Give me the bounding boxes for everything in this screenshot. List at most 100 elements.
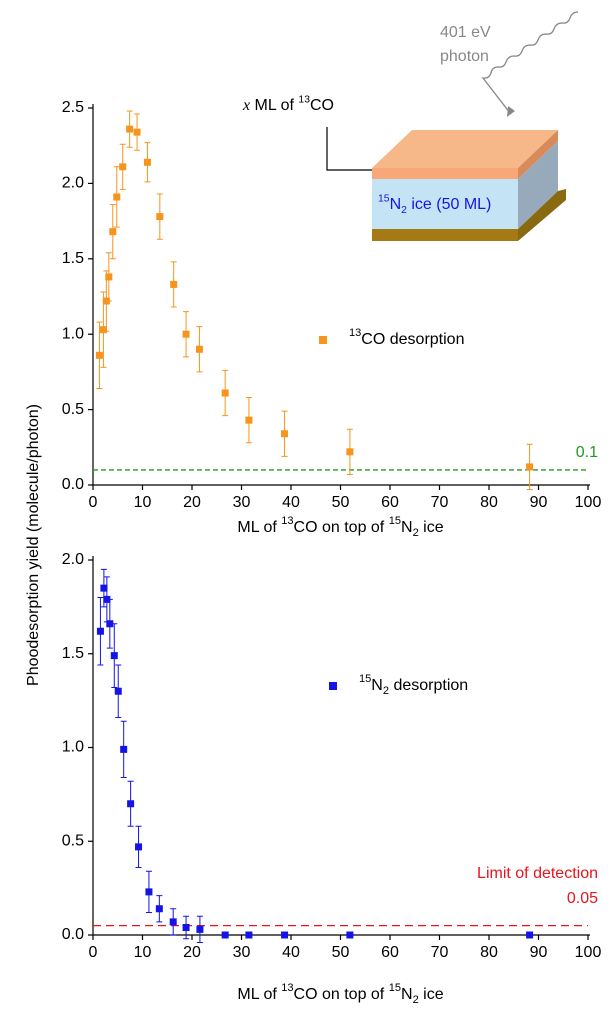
text-segment: 2 — [383, 685, 389, 697]
marker — [133, 128, 141, 136]
marker — [245, 416, 253, 424]
x-axis-label: ML of 13CO on top of 15N2 ice — [237, 982, 443, 1006]
x-tick-label: 90 — [530, 494, 548, 511]
substrate-front — [372, 229, 518, 241]
text-segment: 13 — [298, 94, 310, 105]
x-tick-label: 50 — [332, 944, 350, 961]
text-segment: 13 — [349, 327, 361, 339]
photon-arrowhead — [507, 106, 515, 117]
marker — [106, 620, 114, 628]
x-tick-label: 100 — [575, 494, 602, 511]
marker — [105, 273, 113, 281]
text-segment: 2 — [413, 527, 419, 539]
marker — [346, 448, 354, 456]
y-axis-label: Phoodesorption yield (molecule/photon) — [25, 404, 42, 686]
marker — [526, 463, 534, 471]
legend-label: 13CO desorption — [349, 327, 464, 348]
text-segment: ice (50 ML) — [407, 196, 491, 213]
marker — [95, 351, 103, 359]
x-tick-label: 10 — [134, 494, 152, 511]
x-tick-label: 20 — [183, 494, 201, 511]
marker — [221, 931, 229, 939]
text-segment: ML of — [237, 519, 281, 536]
text-segment: ML of — [250, 97, 298, 114]
marker — [110, 652, 118, 660]
marker — [119, 163, 127, 171]
text-segment: 15 — [389, 982, 401, 994]
text-segment: N — [390, 196, 402, 213]
y-tick-label: 0.0 — [62, 926, 84, 943]
y-tick-label: 2.5 — [62, 99, 84, 116]
x-tick-label: 50 — [332, 494, 350, 511]
text-segment: desorption — [389, 677, 468, 694]
x-tick-label: 60 — [381, 494, 399, 511]
orange-front — [372, 168, 518, 179]
layer-label: x ML of 13CO — [242, 94, 334, 114]
text-segment: ice — [419, 519, 444, 536]
text-segment: 13 — [281, 982, 293, 994]
y-tick-label: 2.0 — [62, 551, 84, 568]
marker — [96, 627, 104, 635]
reference-value: 0.05 — [567, 890, 598, 907]
text-segment: CO on top of — [294, 986, 389, 1003]
bracket — [326, 127, 372, 171]
marker — [170, 280, 178, 288]
marker — [182, 924, 190, 931]
inset-diagram — [326, 11, 579, 241]
y-tick-label: 1.0 — [62, 325, 84, 342]
marker — [169, 918, 177, 926]
marker — [145, 888, 153, 896]
photon-wave — [481, 11, 579, 114]
photon-label: photon — [440, 48, 489, 65]
marker — [245, 931, 253, 939]
marker — [346, 931, 354, 939]
x-tick-label: 0 — [89, 494, 98, 511]
y-tick-label: 2.0 — [62, 175, 84, 192]
text-segment: N — [371, 677, 383, 694]
marker — [195, 345, 203, 353]
legend-marker — [319, 336, 327, 344]
x-axis-label: ML of 13CO on top of 15N2 ice — [237, 515, 443, 539]
text-segment: ML of — [237, 986, 281, 1003]
reference-text: Limit of detection — [477, 865, 598, 882]
text-segment: 2 — [413, 994, 419, 1006]
text-segment: CO — [310, 97, 334, 114]
text-segment: x — [242, 97, 250, 114]
y-tick-label: 0.0 — [62, 476, 84, 493]
x-tick-label: 100 — [575, 944, 602, 961]
marker — [100, 584, 108, 592]
text-segment: 13 — [281, 515, 293, 527]
text-segment: N — [401, 986, 413, 1003]
ice-label: 15N2 ice (50 ML) — [378, 193, 491, 215]
orange-side — [518, 130, 558, 179]
text-segment: 15 — [378, 193, 390, 204]
x-tick-label: 60 — [381, 944, 399, 961]
marker — [113, 193, 121, 201]
marker — [221, 389, 229, 397]
x-tick-label: 30 — [233, 494, 251, 511]
x-tick-label: 80 — [480, 494, 498, 511]
marker — [155, 905, 163, 913]
marker — [156, 213, 164, 221]
y-tick-label: 0.5 — [62, 832, 84, 849]
marker — [182, 330, 190, 338]
x-tick-label: 80 — [480, 944, 498, 961]
substrate-side — [518, 189, 566, 241]
text-segment: CO desorption — [361, 331, 464, 348]
orange-top — [372, 130, 558, 168]
marker — [120, 745, 128, 753]
x-tick-label: 40 — [282, 494, 300, 511]
text-segment: CO on top of — [294, 519, 389, 536]
x-tick-label: 20 — [183, 944, 201, 961]
text-segment: 15 — [389, 515, 401, 527]
marker — [114, 687, 122, 695]
text-segment: 2 — [401, 205, 407, 216]
marker — [526, 931, 534, 939]
x-tick-label: 90 — [530, 944, 548, 961]
x-tick-label: 40 — [282, 944, 300, 961]
marker — [109, 228, 117, 236]
legend-marker — [329, 682, 337, 690]
marker — [99, 326, 107, 334]
